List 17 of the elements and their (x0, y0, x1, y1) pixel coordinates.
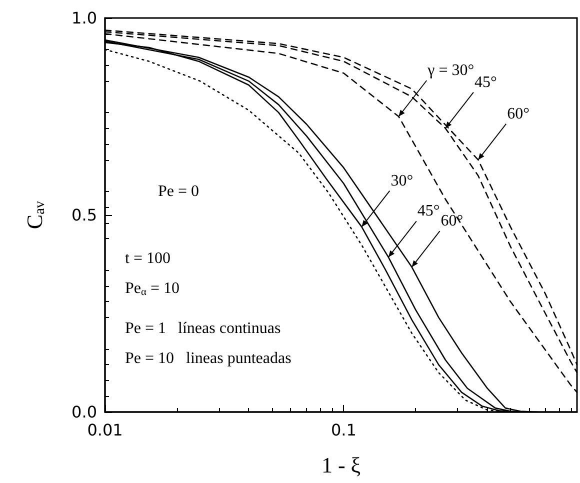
y-axis-title: Cav (22, 200, 48, 230)
annotation: t = 100 (125, 250, 170, 267)
annotation: 45° (474, 74, 497, 91)
annotation: 60° (507, 105, 530, 122)
x-axis-title: 1 - ξ (321, 452, 361, 478)
annotation: Pe = 1 líneas continuas (125, 320, 281, 337)
annotation: γ = 30° (426, 62, 474, 79)
annotation: Pe = 0 (158, 182, 200, 200)
annotation: Pe = 10 lineas punteadas (125, 350, 292, 367)
x-tick-label: 0.1 (330, 420, 356, 440)
x-tick-label: 0.01 (87, 420, 123, 440)
annotation: 30° (390, 172, 414, 190)
y-tick-label: 0.5 (72, 206, 97, 224)
annotation: 45° (417, 202, 440, 220)
y-tick-label: 1.0 (72, 8, 97, 28)
y-tick-label: 0.0 (72, 402, 97, 422)
annotation: 60° (440, 212, 464, 230)
